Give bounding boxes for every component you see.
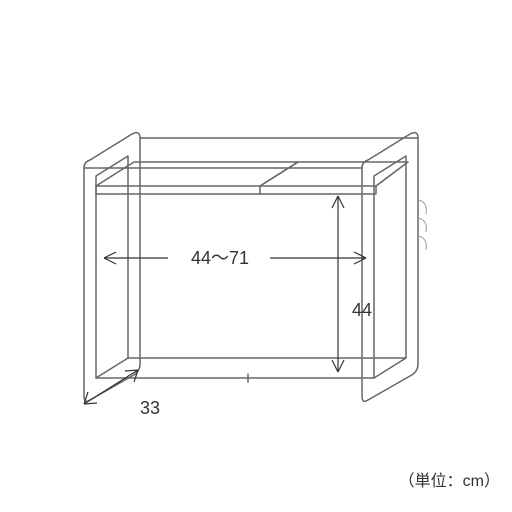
- hook-1: [418, 200, 426, 214]
- shelf-right-top: [260, 162, 408, 186]
- hook-3: [418, 236, 426, 250]
- hook-2: [418, 218, 426, 232]
- shelf-right-edge: [260, 186, 376, 194]
- unit-label: （単位：cm）: [399, 472, 500, 490]
- shelf-seam: [260, 162, 298, 186]
- shelf-left-top: [96, 162, 298, 186]
- dim-height: 44: [332, 196, 372, 372]
- dim-width-text: 44～71: [191, 248, 249, 268]
- dim-width: 44～71: [104, 248, 366, 268]
- shelf-diagram: 44～71 44 33 （単位：cm）: [0, 0, 512, 512]
- right-frame-inner: [374, 156, 406, 378]
- shelf-left-edge: [96, 186, 260, 194]
- dim-height-text: 44: [352, 300, 372, 320]
- dim-depth-text: 33: [140, 398, 160, 418]
- left-frame-inner: [96, 156, 128, 378]
- left-frame: [84, 133, 140, 402]
- right-frame: [362, 133, 418, 402]
